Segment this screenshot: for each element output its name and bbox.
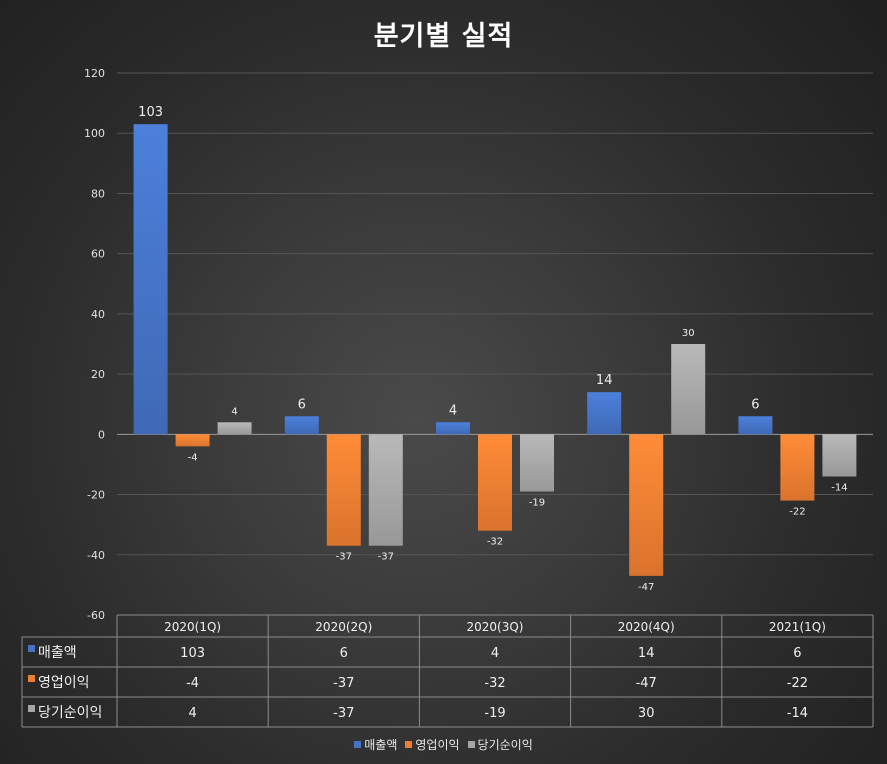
table-cell: 6 xyxy=(793,646,801,661)
table-cell: -47 xyxy=(636,676,657,691)
legend-item: 영업이익 xyxy=(405,736,460,753)
data-label: -37 xyxy=(336,552,352,563)
bar-영업이익-2020(4Q) xyxy=(629,434,664,576)
data-label: 4 xyxy=(449,403,457,418)
data-label: -37 xyxy=(378,552,394,563)
table-cell: -32 xyxy=(484,676,505,691)
y-tick-label: 80 xyxy=(91,187,105,200)
gridlines xyxy=(117,72,873,616)
table-series-swatch xyxy=(28,705,35,712)
bars xyxy=(133,124,857,576)
category-label: 2020(4Q) xyxy=(618,620,675,634)
category-label: 2020(1Q) xyxy=(164,620,221,634)
bar-매출액-2021(1Q) xyxy=(738,416,773,435)
data-label: -19 xyxy=(529,498,545,509)
legend-item: 당기순이익 xyxy=(467,736,533,753)
table-cell: -4 xyxy=(186,676,199,691)
table-series-swatch xyxy=(28,675,35,682)
legend-swatch xyxy=(354,741,362,748)
bar-매출액-2020(4Q) xyxy=(587,392,622,435)
y-tick-label: 60 xyxy=(91,248,105,261)
table-cell: -22 xyxy=(787,676,808,691)
table-series-swatch xyxy=(28,645,35,652)
bar-매출액-2020(1Q) xyxy=(133,124,168,435)
data-label: 103 xyxy=(138,105,163,120)
category-label: 2021(1Q) xyxy=(769,620,826,634)
y-tick-label: 40 xyxy=(91,308,105,321)
category-label: 2020(3Q) xyxy=(467,620,524,634)
data-label: -22 xyxy=(789,507,805,518)
table-cell: 4 xyxy=(188,706,196,721)
bar-당기순이익-2020(2Q) xyxy=(368,434,403,546)
y-tick-label: 100 xyxy=(84,127,105,140)
data-label: -14 xyxy=(831,482,847,493)
data-label: -32 xyxy=(487,537,503,548)
data-table: 2020(1Q) 2020(2Q) 2020(3Q) 2020(4Q) 2021(1Q)… xyxy=(21,614,874,728)
legend-swatch xyxy=(405,741,413,748)
table-cell: 103 xyxy=(180,646,205,661)
table-cell: 14 xyxy=(638,646,655,661)
bar-당기순이익-2020(1Q) xyxy=(217,422,252,435)
bar-당기순이익-2020(3Q) xyxy=(520,434,554,492)
data-labels: 103 -4 4 6 -37 -37 4 -32 -19 14 -47 30 6 -22 -14 xyxy=(138,105,847,593)
y-tick-label: -20 xyxy=(87,489,105,502)
table-cell: -14 xyxy=(787,706,808,721)
bar-당기순이익-2020(4Q) xyxy=(671,344,706,435)
data-label: 6 xyxy=(298,397,306,412)
data-label: 14 xyxy=(596,373,613,388)
legend: 매출액 영업이익 당기순이익 xyxy=(0,736,887,753)
bar-매출액-2020(2Q) xyxy=(284,416,319,435)
table-cell: 30 xyxy=(638,706,655,721)
data-label: -4 xyxy=(188,452,198,463)
chart-title: 분기별 실적 xyxy=(373,21,514,52)
table-cell: -19 xyxy=(484,706,505,721)
y-tick-label: 0 xyxy=(98,428,105,441)
table-cell: -37 xyxy=(333,676,354,691)
category-label: 2020(2Q) xyxy=(315,620,372,634)
data-label: -47 xyxy=(638,582,654,593)
legend-label: 영업이익 xyxy=(415,738,460,752)
legend-swatch xyxy=(467,741,475,748)
data-label: 6 xyxy=(751,397,759,412)
bar-매출액-2020(3Q) xyxy=(436,422,470,435)
bar-당기순이익-2021(1Q) xyxy=(822,434,857,477)
data-label: 4 xyxy=(231,406,237,417)
y-axis-ticks: 120 100 80 60 40 20 0 -20 -40 -60 xyxy=(84,67,105,622)
data-label: 30 xyxy=(682,328,695,339)
legend-item: 매출액 xyxy=(354,736,397,753)
table-series-name: 영업이익 xyxy=(38,675,90,691)
legend-label: 당기순이익 xyxy=(477,738,533,752)
y-tick-label: 20 xyxy=(91,368,105,381)
y-tick-label: -60 xyxy=(87,609,105,622)
bar-영업이익-2021(1Q) xyxy=(780,434,815,501)
table-cell: 4 xyxy=(491,646,499,661)
table-cell: 6 xyxy=(340,646,348,661)
bar-영업이익-2020(1Q) xyxy=(175,434,210,447)
y-tick-label: 120 xyxy=(84,67,105,80)
table-series-name: 당기순이익 xyxy=(38,705,102,721)
table-cell: -37 xyxy=(333,706,354,721)
legend-label: 매출액 xyxy=(364,738,398,752)
y-tick-label: -40 xyxy=(87,549,105,562)
bar-영업이익-2020(2Q) xyxy=(326,434,361,546)
table-series-name: 매출액 xyxy=(38,645,77,661)
bar-영업이익-2020(3Q) xyxy=(478,434,512,531)
